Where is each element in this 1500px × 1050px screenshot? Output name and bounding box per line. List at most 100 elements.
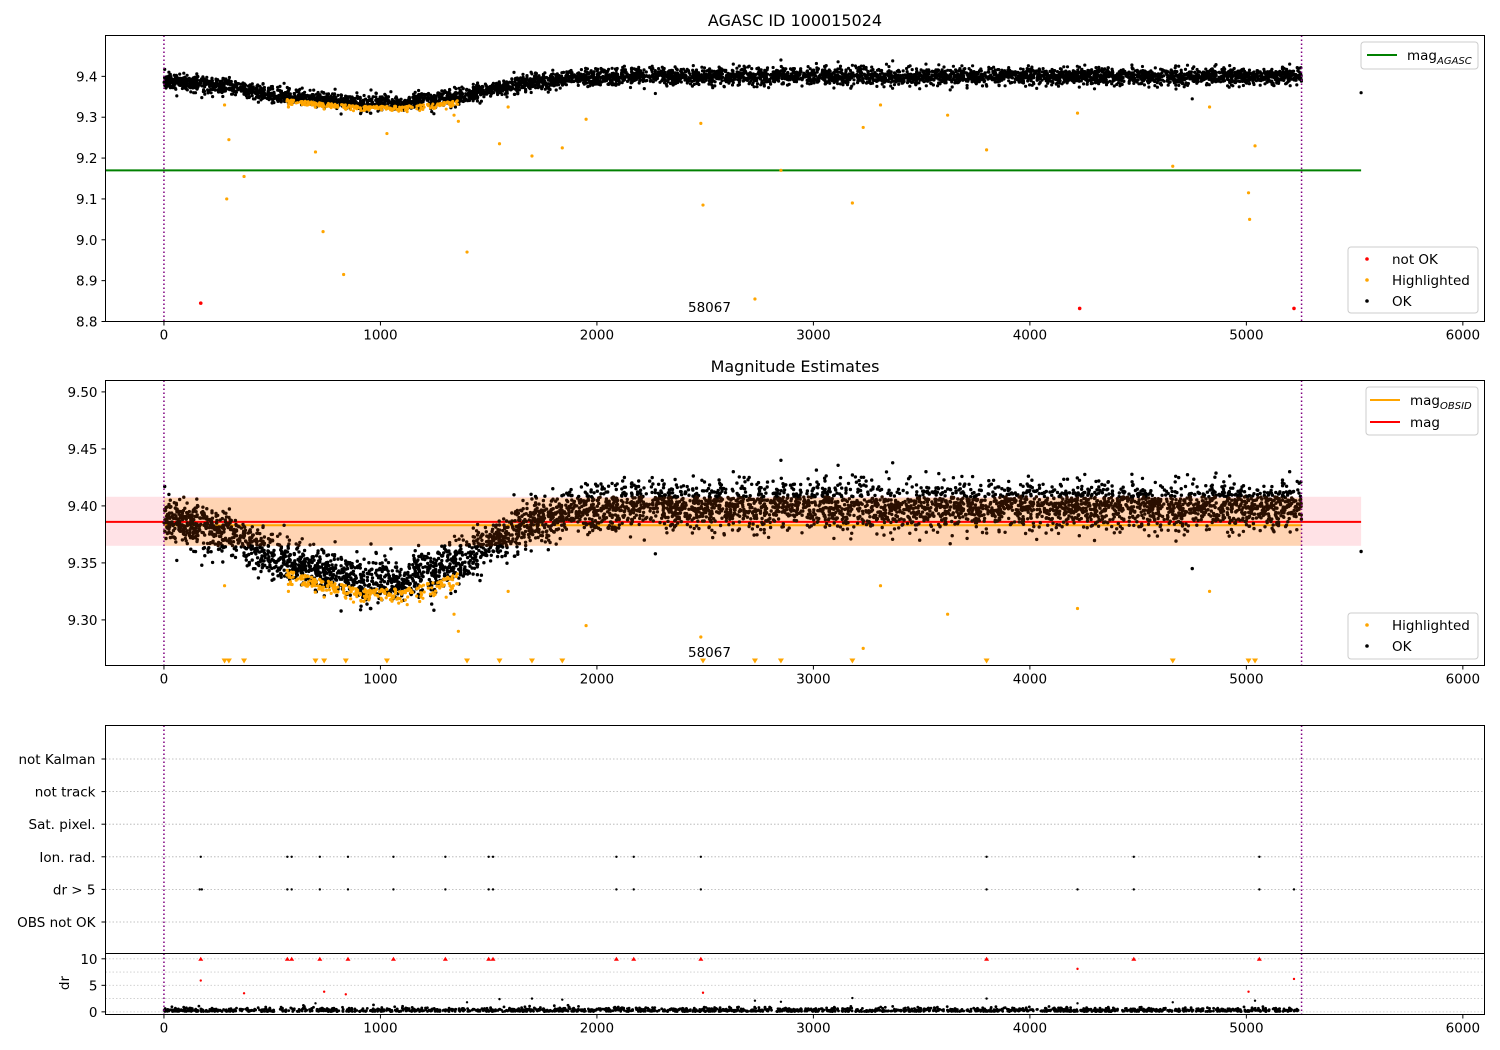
ok-point: [1179, 70, 1183, 75]
ok-point: [980, 84, 985, 88]
ok-point: [896, 68, 901, 72]
ok-point: [459, 90, 463, 94]
ok-point: [987, 67, 991, 71]
ok-point: [901, 81, 905, 85]
ok-point: [856, 75, 860, 80]
ok-point: [510, 77, 514, 81]
ok-point: [1125, 74, 1129, 78]
ok-point: [256, 100, 260, 104]
ok-point: [984, 83, 988, 87]
ok-point: [1137, 73, 1141, 77]
ok-point: [395, 100, 399, 105]
ok-point: [1026, 77, 1030, 81]
ok-point: [965, 83, 969, 88]
ok-point: [648, 79, 653, 83]
ok-point: [853, 64, 858, 68]
ok-point: [1132, 81, 1136, 85]
ok-point: [1168, 80, 1172, 84]
ok-point: [630, 73, 634, 77]
ok-point: [1090, 81, 1095, 85]
ok-point: [817, 76, 822, 80]
ok-point: [834, 79, 838, 83]
ok-point: [1003, 69, 1007, 73]
ok-point: [1142, 83, 1146, 87]
ok-point: [886, 70, 890, 74]
ok-point: [332, 92, 336, 96]
ok-point: [496, 92, 500, 97]
ok-point: [892, 83, 897, 87]
ok-point: [688, 82, 693, 86]
ok-point: [638, 71, 642, 75]
ok-point: [1289, 77, 1294, 81]
ok-point: [463, 98, 467, 102]
ok-point: [454, 95, 458, 99]
ok-point: [803, 75, 808, 79]
ok-point: [548, 87, 552, 92]
ok-point: [910, 68, 914, 72]
ok-point: [471, 99, 475, 103]
ok-point: [1094, 66, 1098, 70]
ok-point: [802, 71, 806, 75]
ok-point: [1262, 69, 1266, 74]
ok-point: [1233, 73, 1237, 77]
ok-point: [1166, 83, 1170, 87]
ok-point: [858, 78, 862, 82]
ok-point: [515, 89, 519, 93]
ok-point: [1295, 83, 1299, 87]
ok-point: [1213, 64, 1217, 68]
ok-point: [250, 94, 254, 98]
ok-point: [746, 65, 750, 69]
ok-point: [620, 68, 624, 72]
ok-point: [594, 82, 599, 86]
ok-point: [1013, 80, 1017, 84]
ok-point: [445, 91, 449, 95]
ok-point: [512, 70, 516, 74]
ok-point: [1222, 76, 1226, 80]
ok-point: [226, 81, 230, 85]
ok-point: [546, 90, 550, 94]
ok-point: [389, 90, 393, 94]
ok-point: [476, 81, 480, 85]
ok-point: [648, 76, 652, 80]
ok-point: [221, 89, 225, 93]
ok-point: [1249, 77, 1253, 81]
ok-point: [214, 78, 218, 82]
ok-point: [846, 74, 850, 78]
ok-point: [1197, 70, 1201, 74]
ok-point: [750, 72, 754, 76]
ok-point: [983, 71, 987, 75]
ok-point: [891, 86, 895, 90]
ok-point: [326, 92, 331, 96]
ok-point: [927, 72, 931, 76]
ok-point: [735, 66, 739, 70]
ok-point: [603, 79, 607, 83]
ok-point: [967, 67, 971, 71]
ok-point: [244, 93, 248, 97]
ok-point: [805, 78, 809, 82]
ok-point: [1139, 82, 1143, 86]
ok-point: [642, 68, 646, 72]
ok-point: [1177, 64, 1181, 68]
ok-point: [708, 67, 712, 71]
ok-point: [1045, 72, 1049, 76]
ok-point: [996, 68, 1000, 72]
ok-point: [440, 89, 444, 93]
ok-point: [875, 84, 879, 88]
ok-point: [171, 81, 175, 85]
ok-point: [694, 68, 699, 72]
ok-point: [333, 87, 337, 91]
ok-point: [1086, 68, 1090, 72]
ok-point: [883, 74, 887, 78]
ok-point: [362, 93, 366, 98]
ok-point: [1247, 71, 1251, 75]
ok-point: [520, 86, 524, 90]
ok-point: [525, 74, 529, 78]
ok-point: [522, 77, 526, 81]
ok-point: [413, 90, 417, 94]
ok-point: [202, 88, 206, 92]
ok-point: [832, 86, 836, 90]
ok-point: [762, 84, 766, 88]
ok-point: [997, 74, 1001, 79]
ok-point: [559, 75, 563, 79]
